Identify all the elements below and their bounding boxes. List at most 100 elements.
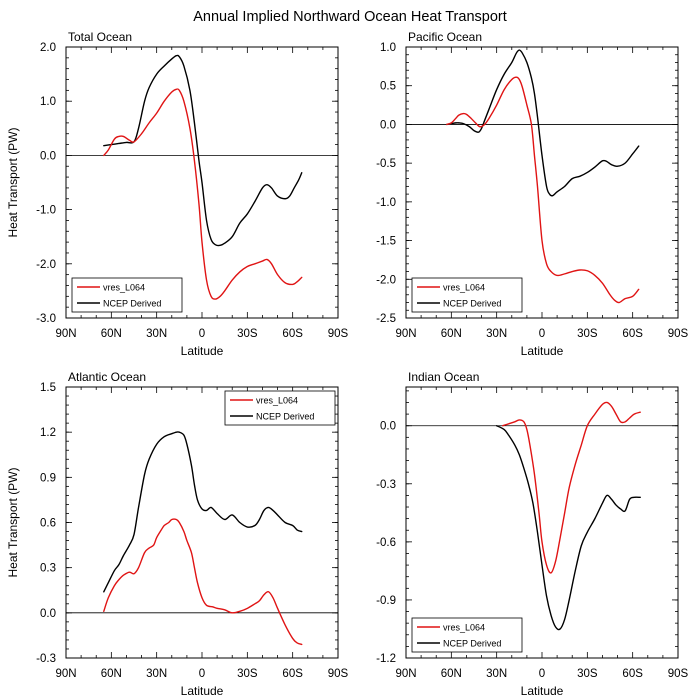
panel-title: Total Ocean (68, 30, 132, 44)
x-axis-label: Latitude (521, 344, 564, 358)
legend: vres_L064 NCEP Derived (411, 617, 523, 653)
legend-label: NCEP Derived (256, 412, 314, 422)
series-group (446, 49, 640, 304)
y-tick-label: -1.0 (36, 205, 56, 217)
panel-total: 90N 60N 30N 0 30S 60S 90S 2.0 1.0 0.0 -1.0 -2.0 -3.0… (6, 30, 349, 358)
x-tick-label: 60N (101, 668, 122, 680)
legend-label: NCEP Derived (103, 299, 161, 309)
x-tick-label: 30N (486, 328, 507, 340)
y-tick-label: 0.9 (40, 472, 56, 484)
legend: vres_L064 NCEP Derived (71, 277, 183, 313)
x-tick-label: 0 (199, 668, 205, 680)
y-tick-label: 0.3 (40, 563, 56, 575)
x-tick-label: 30S (237, 328, 258, 340)
series-group (103, 431, 303, 646)
y-axis-label: Heat Transport (PW) (6, 467, 20, 577)
x-tick-label: 90S (328, 668, 349, 680)
x-tick-label: 60N (441, 668, 462, 680)
y-tick-label: -0.9 (376, 595, 396, 607)
figure-title: Annual Implied Northward Ocean Heat Tran… (193, 9, 507, 25)
legend-box (411, 617, 523, 653)
legend-label: vres_L064 (443, 283, 485, 293)
x-tick-label: 30N (146, 668, 167, 680)
x-tick-label: 30S (577, 328, 598, 340)
panel-title: Atlantic Ocean (68, 370, 146, 384)
series-line-ncep-derived (446, 49, 640, 197)
legend-box (411, 277, 523, 313)
y-tick-label: -1.5 (376, 236, 396, 248)
x-axis-label: Latitude (181, 344, 224, 358)
plot-frame (65, 386, 339, 659)
series-line-vres-l064 (446, 76, 640, 304)
y-tick-label: -2.0 (376, 274, 396, 286)
x-tick-label: 90S (668, 668, 689, 680)
legend-box (71, 277, 183, 313)
legend-label: vres_L064 (256, 396, 298, 406)
x-tick-label: 60N (101, 328, 122, 340)
y-tick-label: -1.0 (376, 197, 396, 209)
x-tick-label: 60S (622, 668, 643, 680)
y-tick-label: 2.0 (40, 42, 56, 54)
x-tick-label: 60S (622, 328, 643, 340)
series-line-ncep-derived (495, 425, 641, 631)
y-axis-label: Heat Transport (PW) (6, 127, 20, 237)
x-tick-label: 90S (328, 328, 349, 340)
x-tick-label: 90N (395, 328, 416, 340)
x-tick-label: 0 (539, 668, 545, 680)
y-tick-label: -0.3 (36, 653, 56, 665)
panel-pacific: 90N 60N 30N 0 30S 60S 90S 1.0 0.5 0.0 -0.5 -1.0 -1.5… (376, 30, 688, 358)
legend: vres_L064 NCEP Derived (411, 277, 523, 313)
panel-title: Indian Ocean (408, 370, 479, 384)
legend-label: vres_L064 (443, 623, 485, 633)
y-tick-label: -2.0 (36, 259, 56, 271)
x-axis-label: Latitude (181, 684, 224, 698)
y-tick-label: 0.0 (380, 119, 396, 131)
series-line-vres-l064 (502, 401, 641, 574)
x-tick-label: 60N (441, 328, 462, 340)
y-tick-label: -0.3 (376, 479, 396, 491)
y-tick-label: -0.6 (376, 537, 396, 549)
y-tick-label: 0.0 (40, 608, 56, 620)
y-tick-label: 0.6 (40, 518, 56, 530)
x-axis-label: Latitude (521, 684, 564, 698)
plot-frame (405, 46, 679, 319)
y-tick-label: -0.5 (376, 158, 396, 170)
panel-indian: 90N 60N 30N 0 30S 60S 90S 0.0 -0.3 -0.6 -0.9 -1.2 In… (376, 370, 688, 698)
panel-atlantic: 90N 60N 30N 0 30S 60S 90S 1.5 1.2 0.9 0.6 0.3 0.0 -0.… (6, 370, 349, 698)
y-tick-label: 1.0 (380, 42, 396, 54)
series-line-ncep-derived (103, 54, 303, 247)
x-tick-label: 60S (282, 328, 303, 340)
plot-frame (405, 386, 679, 659)
legend-label: NCEP Derived (443, 639, 501, 649)
x-tick-label: 30S (237, 668, 258, 680)
legend-label: NCEP Derived (443, 299, 501, 309)
series-line-vres-l064 (103, 88, 303, 300)
y-tick-label: 0.0 (380, 421, 396, 433)
y-tick-label: 1.5 (40, 382, 56, 394)
x-tick-label: 0 (199, 328, 205, 340)
x-tick-label: 90S (668, 328, 689, 340)
series-group (103, 54, 303, 300)
series-line-ncep-derived (103, 431, 303, 593)
x-tick-label: 90N (55, 328, 76, 340)
x-tick-label: 90N (395, 668, 416, 680)
y-tick-label: 1.2 (40, 427, 56, 439)
legend-box (224, 390, 336, 426)
legend: vres_L064 NCEP Derived (224, 390, 336, 426)
x-tick-label: 0 (539, 328, 545, 340)
series-line-vres-l064 (103, 518, 303, 646)
x-tick-label: 30N (146, 328, 167, 340)
x-tick-label: 30S (577, 668, 598, 680)
y-tick-label: 0.5 (380, 81, 396, 93)
y-tick-label: 0.0 (40, 150, 56, 162)
y-tick-label: -2.5 (376, 313, 396, 325)
x-tick-label: 30N (486, 668, 507, 680)
y-tick-label: -3.0 (36, 313, 56, 325)
legend-label: vres_L064 (103, 283, 145, 293)
series-group (495, 401, 641, 631)
y-tick-label: -1.2 (376, 653, 396, 665)
y-tick-label: 1.0 (40, 96, 56, 108)
x-tick-label: 90N (55, 668, 76, 680)
panel-title: Pacific Ocean (408, 30, 482, 44)
